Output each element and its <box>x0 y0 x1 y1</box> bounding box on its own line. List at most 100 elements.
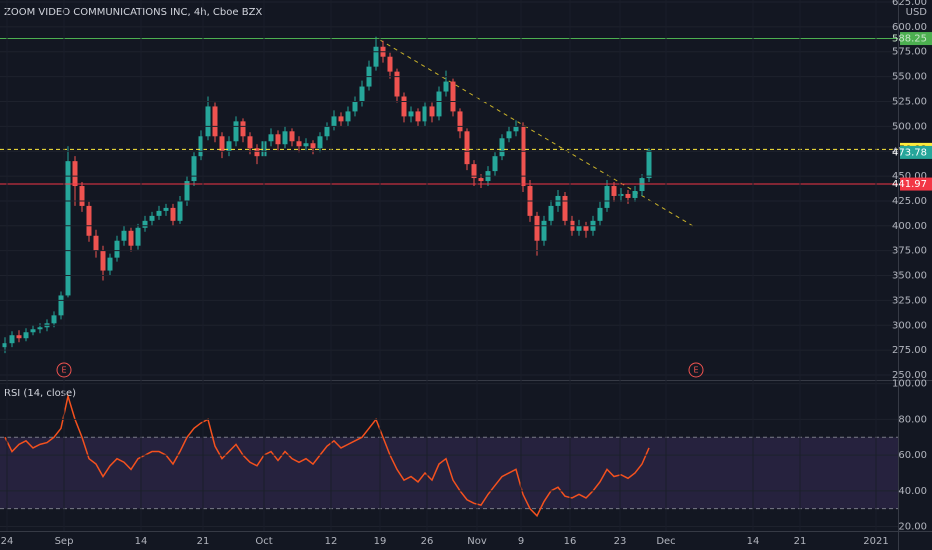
price-label-bg <box>900 145 932 159</box>
candle-body <box>212 106 218 137</box>
candle-body <box>415 111 421 122</box>
candle-body <box>541 220 547 241</box>
candle-body <box>625 193 631 198</box>
candle-body <box>338 116 344 122</box>
candle-body <box>478 178 484 182</box>
x-tick-label: 16 <box>564 536 577 547</box>
candle-body <box>597 207 603 221</box>
earnings-label: E <box>61 366 66 375</box>
x-tick-label: Sep <box>55 536 74 547</box>
x-tick-label: 19 <box>374 536 387 547</box>
candle-body <box>107 257 113 271</box>
y-tick-label: 625.00 <box>892 0 927 8</box>
candle-body <box>93 235 99 251</box>
y-tick-label: 300.00 <box>892 320 927 331</box>
candle-body <box>492 156 498 172</box>
candle-body <box>422 106 428 122</box>
candle-body <box>401 96 407 117</box>
x-tick-label: 14 <box>747 536 760 547</box>
candle-body <box>534 215 540 241</box>
candle-body <box>457 111 463 132</box>
y-tick-label: 575.00 <box>892 47 927 58</box>
y-tick-label: 450.00 <box>892 171 927 182</box>
candle-body <box>548 205 554 221</box>
candle-body <box>177 200 183 221</box>
y-tick-label: 400.00 <box>892 221 927 232</box>
candle-body <box>359 86 365 102</box>
candle-body <box>65 161 71 296</box>
candle-body <box>100 250 106 271</box>
x-tick-label: 9 <box>518 536 524 547</box>
x-tick-label: 23 <box>614 536 627 547</box>
candle-body <box>121 230 127 241</box>
y-tick-label: 350.00 <box>892 271 927 282</box>
price-label: 588.25 <box>892 34 927 45</box>
y-tick-label: 600.00 <box>892 22 927 33</box>
candle-body <box>191 156 197 182</box>
y-tick-label: 375.00 <box>892 246 927 257</box>
candle-body <box>268 134 274 142</box>
candle-body <box>114 240 120 258</box>
candle-body <box>506 131 512 139</box>
x-tick-label: 21 <box>197 536 210 547</box>
grid <box>0 1 898 528</box>
candle-body <box>394 71 400 97</box>
earnings-marker <box>688 362 704 378</box>
candle-body <box>429 106 435 117</box>
rsi-line <box>4 393 650 518</box>
candle-body <box>72 161 78 187</box>
candle-body <box>345 111 351 122</box>
candle-body <box>352 101 358 112</box>
y-tick-label: 60.00 <box>898 450 927 461</box>
candle-body <box>310 143 316 149</box>
candle-body <box>79 186 85 206</box>
candle-body <box>156 210 162 216</box>
y-tick-label: 80.00 <box>898 414 927 425</box>
x-tick-label: 26 <box>421 536 434 547</box>
x-tick-label: Dec <box>656 536 675 547</box>
candle-body <box>632 190 638 198</box>
candle-body <box>471 164 477 179</box>
candle-body <box>618 193 624 196</box>
candle-body <box>520 126 526 187</box>
candle-body <box>583 225 589 231</box>
y-tick-label: 20.00 <box>898 522 927 533</box>
candle-body <box>513 126 519 132</box>
candle-body <box>9 335 15 344</box>
candle-body <box>247 136 253 149</box>
candle-body <box>2 343 8 348</box>
candle-body <box>135 227 141 246</box>
y-tick-label: 250.00 <box>892 370 927 381</box>
candle-body <box>604 186 610 208</box>
y-tick-label: 40.00 <box>898 486 927 497</box>
candle-body <box>576 225 582 231</box>
candle-body <box>436 91 442 117</box>
candle-body <box>205 106 211 137</box>
price-label-bg <box>900 32 932 46</box>
earnings-label: E <box>693 366 698 375</box>
candle-body <box>499 138 505 157</box>
candle-body <box>464 131 470 165</box>
candle-body <box>331 116 337 127</box>
candle-body <box>163 207 169 211</box>
candle-body <box>170 207 176 221</box>
candle-body <box>296 141 302 147</box>
candle-body <box>51 315 57 324</box>
candle-body <box>646 150 652 179</box>
currency-label: USD <box>906 7 928 18</box>
candle-body <box>16 335 22 339</box>
x-tick-label: 24 <box>1 536 14 547</box>
x-tick-label: 21 <box>794 536 807 547</box>
candle-body <box>611 186 617 196</box>
y-tick-label: 550.00 <box>892 72 927 83</box>
x-tick-label: Oct <box>255 536 272 547</box>
candle-body <box>240 121 246 137</box>
y-tick-label: 425.00 <box>892 196 927 207</box>
x-tick-label: 14 <box>135 536 148 547</box>
candle-body <box>324 126 330 137</box>
x-tick-label: Nov <box>467 536 487 547</box>
chart-title: ZOOM VIDEO COMMUNICATIONS INC, 4h, Cboe … <box>4 7 262 18</box>
earnings-marker <box>56 362 72 378</box>
